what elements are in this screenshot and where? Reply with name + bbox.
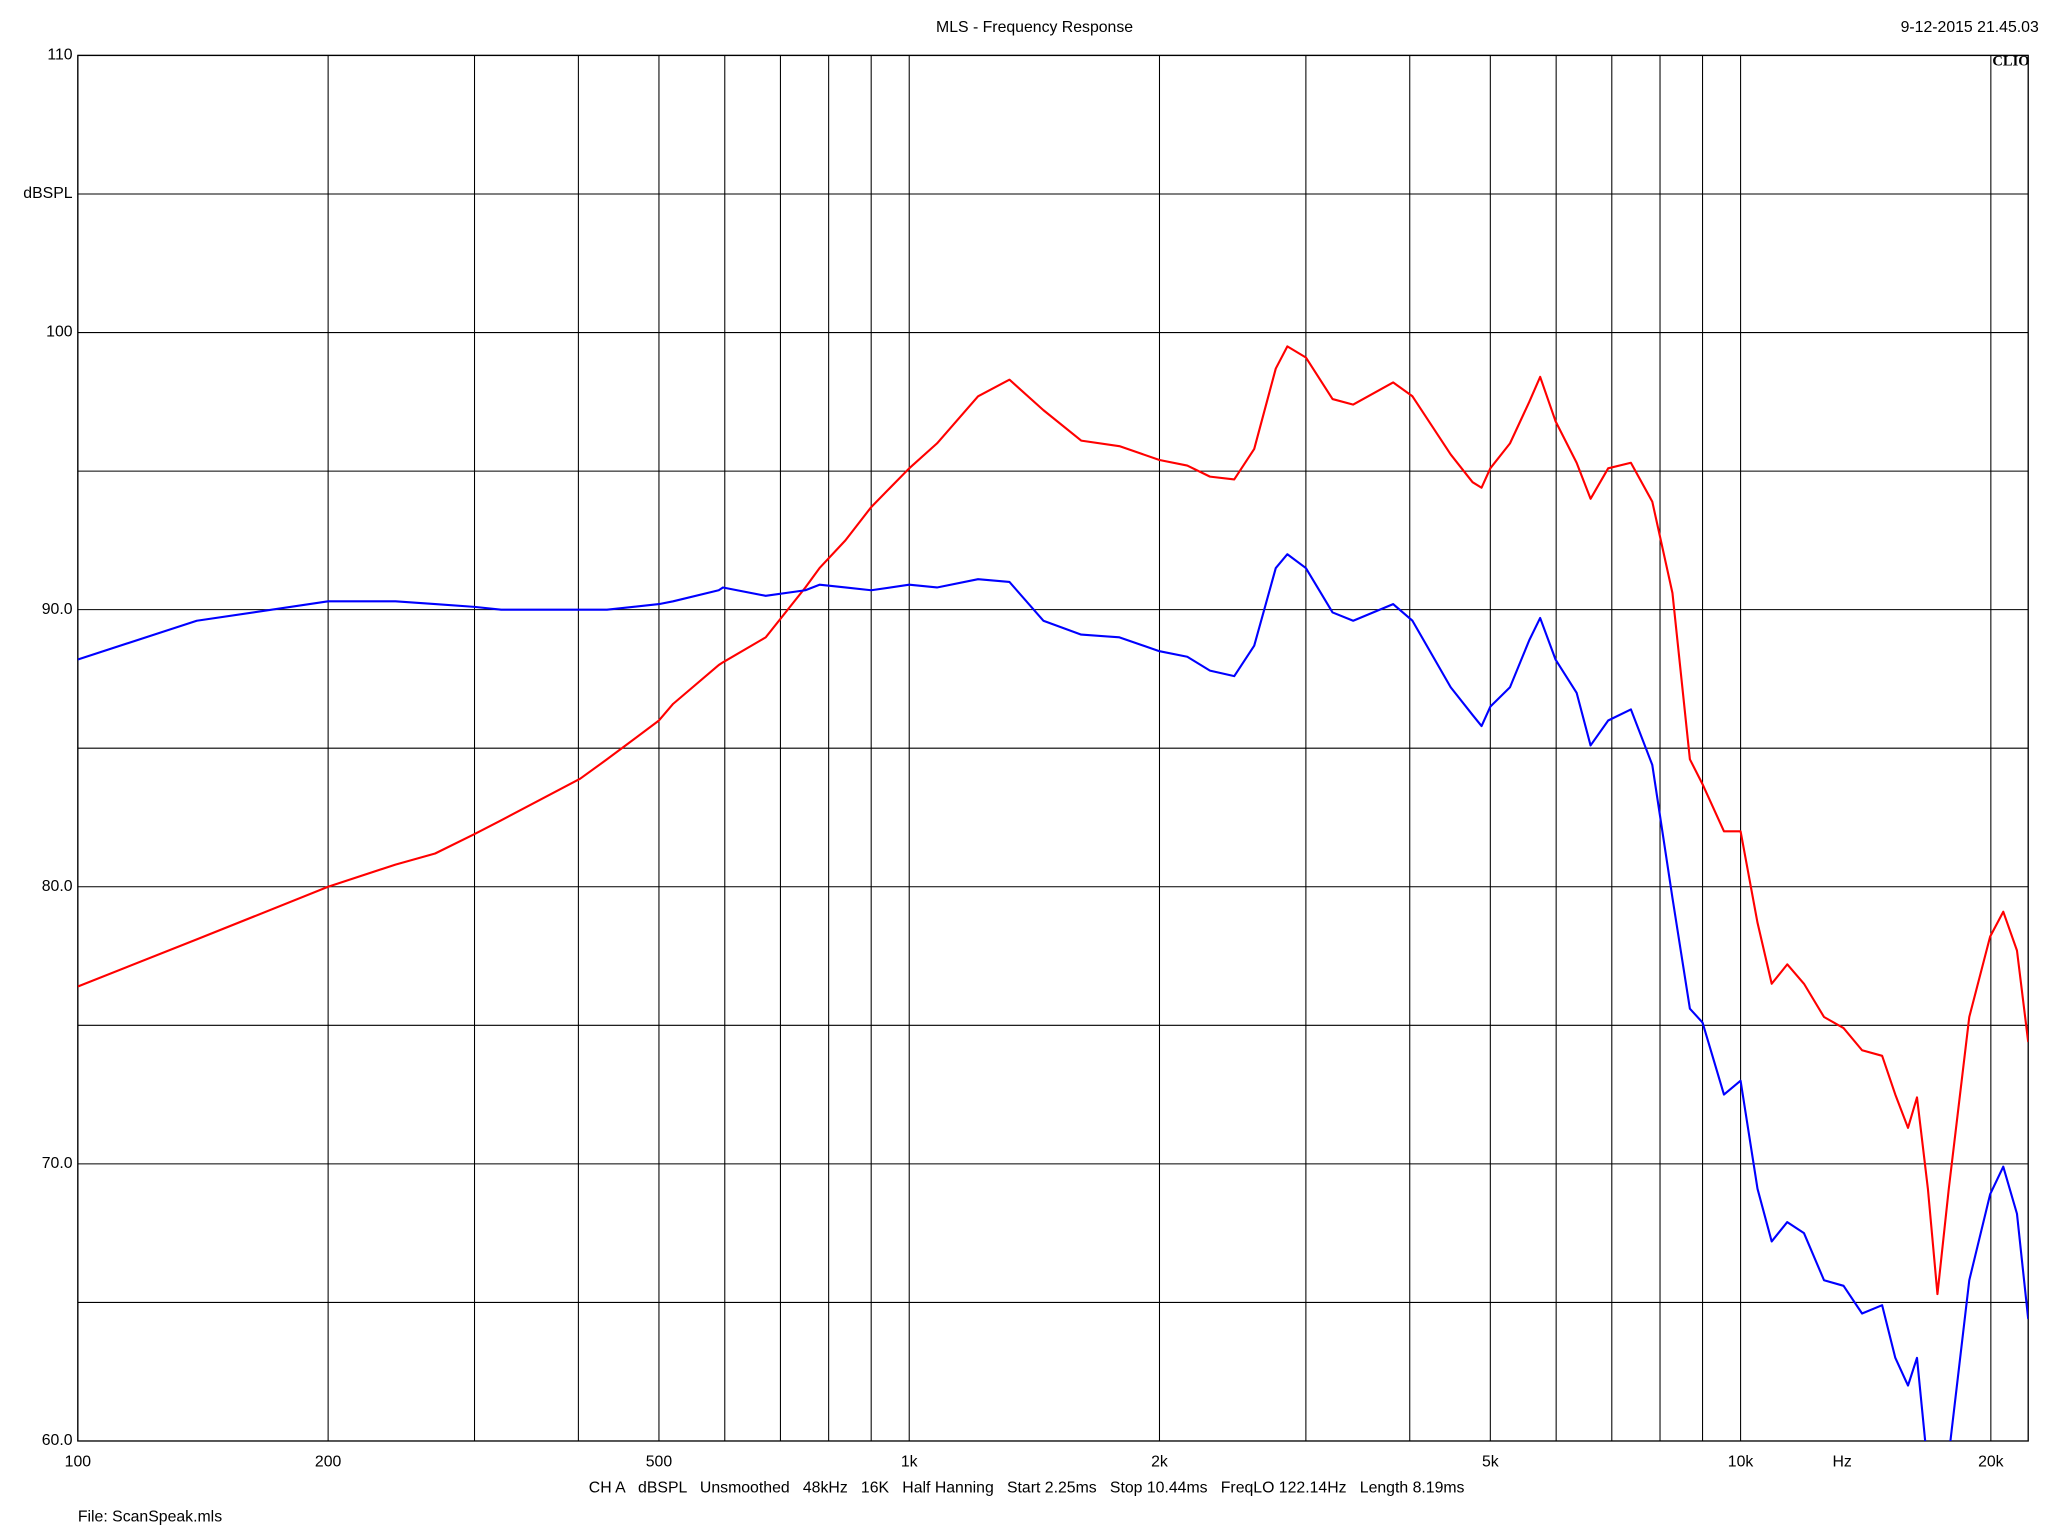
plot-area [77, 345, 2029, 1441]
x-tick-label: 10k [1728, 1453, 1754, 1470]
x-tick-label: 1k [901, 1453, 918, 1470]
brand: CLIO [1992, 53, 2029, 69]
response-curve [77, 345, 2029, 1296]
y-tick-label: 100 [46, 324, 73, 341]
y-tick-label: 110 [47, 47, 72, 64]
file-label: File: ScanSpeak.mls [78, 1509, 222, 1526]
y-axis-label: dBSPL [23, 185, 72, 202]
info-line: CH A dBSPL Unsmoothed 48kHz 16K Half Han… [589, 1480, 1465, 1497]
x-tick-label: 200 [315, 1453, 342, 1470]
timestamp: 9-12-2015 21.45.03 [1901, 19, 2039, 36]
x-axis-label: Hz [1832, 1453, 1851, 1470]
y-tick-label: 70.0 [42, 1155, 73, 1172]
x-tick-label: 500 [646, 1453, 673, 1470]
y-tick-label: 90.0 [42, 601, 73, 618]
x-tick-label: 100 [65, 1453, 92, 1470]
chart-title: MLS - Frequency Response [936, 19, 1133, 36]
response-curve [77, 553, 2029, 1441]
x-tick-label: 5k [1482, 1453, 1499, 1470]
x-tick-label: 2k [1151, 1453, 1168, 1470]
y-tick-label: 60.0 [42, 1432, 73, 1449]
y-tick-label: 80.0 [42, 878, 73, 895]
x-tick-label: 20k [1978, 1453, 2004, 1470]
